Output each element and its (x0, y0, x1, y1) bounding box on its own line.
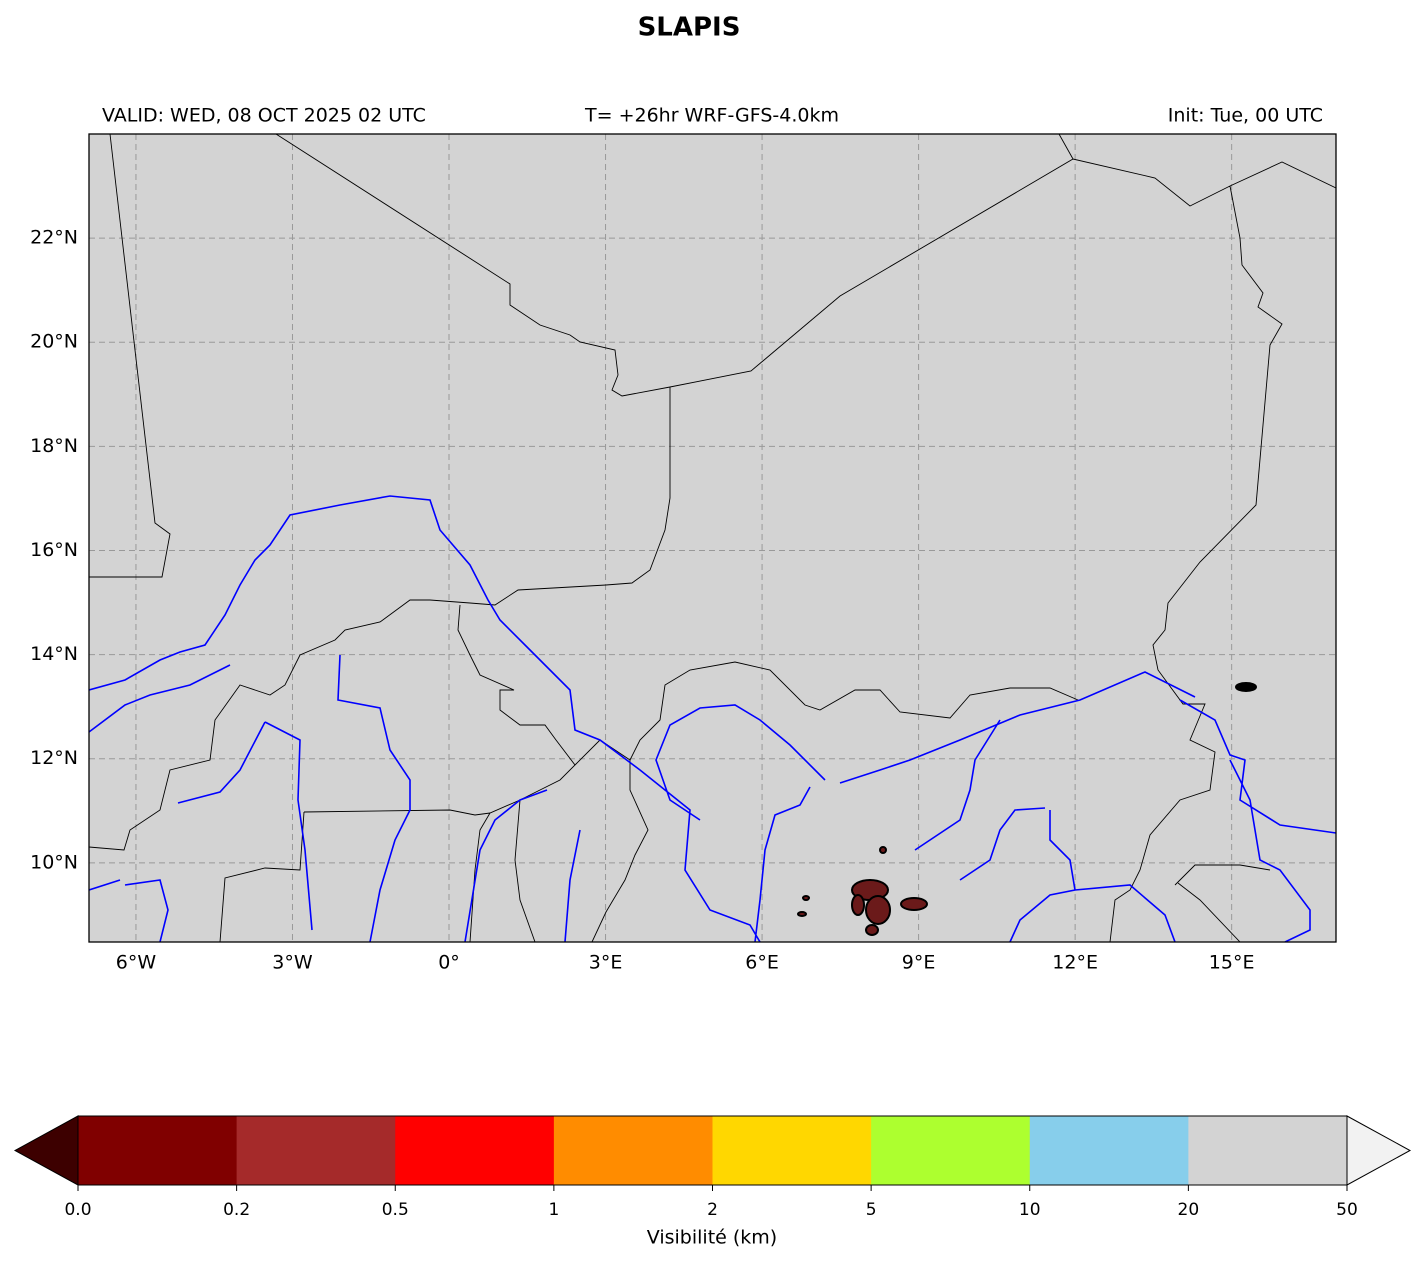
colorbar-tick-label: 0.0 (64, 1200, 91, 1220)
x-tick-label: 12°E (1052, 952, 1098, 974)
colorbar-segment (553, 1116, 713, 1185)
x-tick-label: 15°E (1209, 952, 1255, 974)
colorbar-segment (78, 1116, 238, 1185)
y-tick-label: 12°N (30, 747, 78, 769)
colorbar-tick-label: 1 (548, 1200, 559, 1220)
colorbar-segment (1029, 1116, 1189, 1185)
map-background (89, 134, 1336, 942)
init-label: Init: Tue, 00 UTC (1168, 105, 1323, 127)
colorbar-tick-label: 20 (1178, 1200, 1200, 1220)
colorbar-over (1346, 1115, 1412, 1186)
x-tick-label: 3°E (589, 952, 623, 974)
y-tick-label: 20°N (30, 331, 78, 353)
valid-label: VALID: WED, 08 OCT 2025 02 UTC (102, 105, 426, 127)
colorbar: 0.0 0.2 0.5 1 2 5 10 20 50 (13, 1115, 1412, 1220)
colorbar-segment (236, 1116, 396, 1185)
low-visibility-cells (797, 682, 1257, 936)
grid (89, 134, 1336, 942)
colorbar-tick-label: 5 (866, 1200, 877, 1220)
y-tick-label: 16°N (30, 539, 78, 561)
map-features (89, 134, 1336, 942)
colorbar-under (13, 1115, 79, 1186)
colorbar-tick-label: 0.2 (223, 1200, 250, 1220)
y-tick-label: 18°N (30, 435, 78, 457)
y-tick-label: 14°N (30, 643, 78, 665)
x-tick-label: 9°E (902, 952, 936, 974)
x-tick-label: 6°W (116, 952, 157, 974)
colorbar-segment (1188, 1116, 1348, 1185)
rivers (89, 495, 1336, 942)
colorbar-tick-label: 10 (1019, 1200, 1041, 1220)
colorbar-segment (395, 1116, 555, 1185)
colorbar-tick-label: 0.5 (382, 1200, 409, 1220)
colorbar-segment (712, 1116, 872, 1185)
map-frame (88, 133, 1337, 943)
x-tick-label: 6°E (745, 952, 779, 974)
x-tick-label: 3°W (272, 952, 313, 974)
colorbar-label: Visibilité (km) (647, 1227, 777, 1249)
forecast-label: T= +26hr WRF-GFS-4.0km (584, 105, 839, 127)
title: SLAPIS (638, 13, 741, 43)
colorbar-tick-label: 50 (1336, 1200, 1358, 1220)
colorbar-segment (871, 1116, 1031, 1185)
colorbar-tick-label: 2 (707, 1200, 718, 1220)
y-tick-label: 22°N (30, 227, 78, 249)
y-tick-label: 10°N (30, 851, 78, 873)
x-tick-label: 0° (438, 952, 460, 974)
